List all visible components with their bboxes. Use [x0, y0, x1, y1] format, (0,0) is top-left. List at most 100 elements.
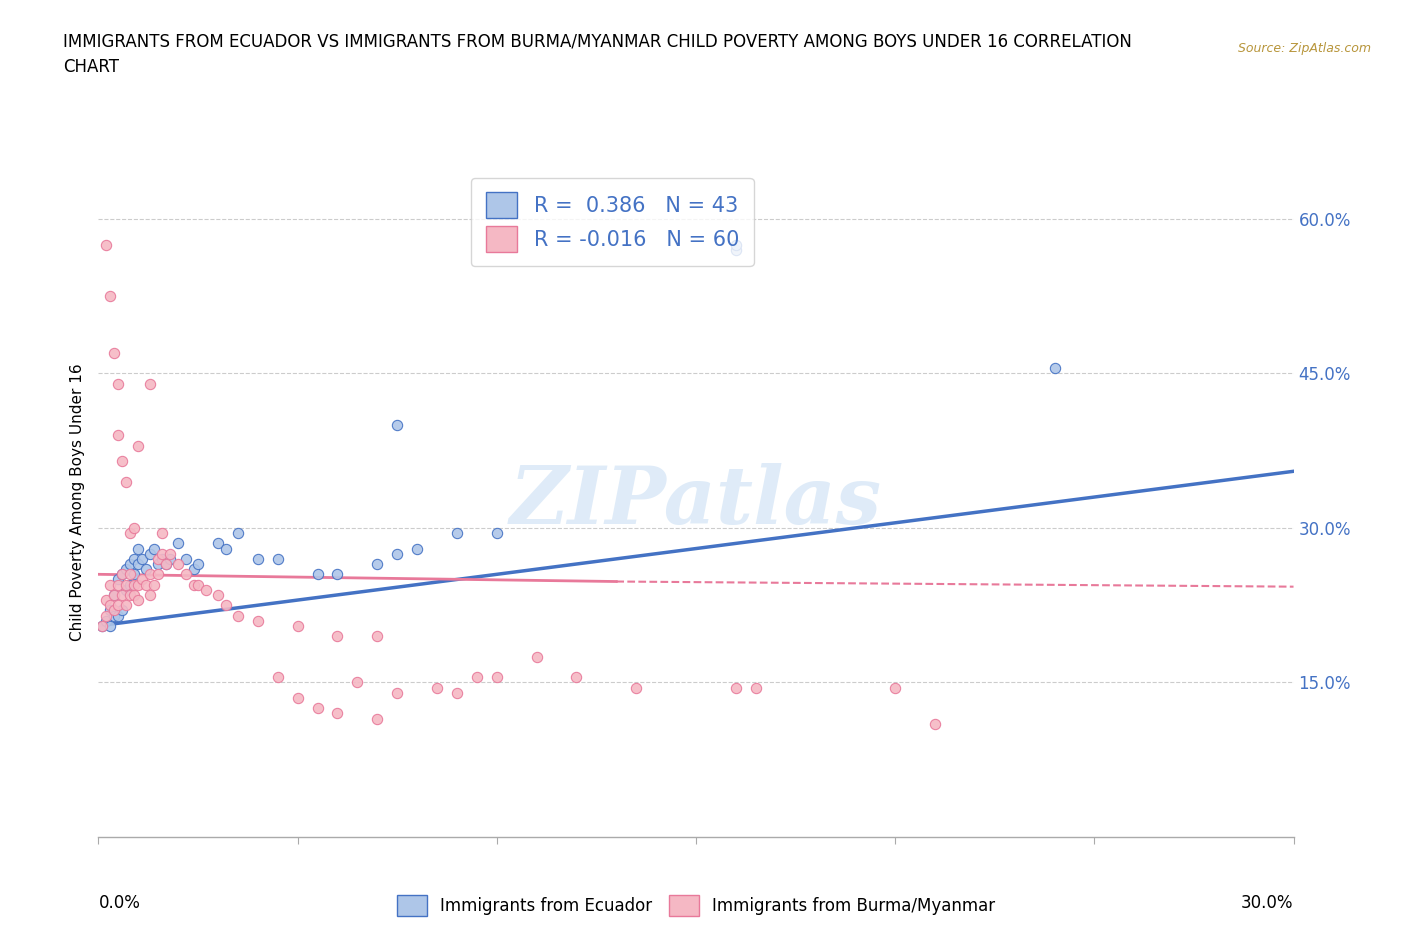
- Text: Source: ZipAtlas.com: Source: ZipAtlas.com: [1237, 42, 1371, 55]
- Point: [98, 603, 122, 618]
- Point: [155, 556, 177, 571]
- Point: [124, 588, 146, 603]
- Point: [215, 541, 238, 556]
- Point: [91, 618, 114, 633]
- Point: [124, 551, 146, 566]
- Point: [148, 556, 170, 571]
- Point: [1043, 361, 1066, 376]
- Point: [120, 578, 142, 592]
- Point: [187, 556, 209, 571]
- Point: [131, 551, 153, 566]
- Point: [143, 541, 166, 556]
- Point: [385, 685, 409, 700]
- Point: [183, 578, 205, 592]
- Point: [107, 608, 129, 623]
- Point: [183, 562, 205, 577]
- Point: [127, 438, 149, 453]
- Point: [884, 680, 907, 695]
- Point: [111, 603, 134, 618]
- Point: [139, 377, 162, 392]
- Point: [174, 551, 197, 566]
- Point: [98, 578, 122, 592]
- Point: [207, 588, 229, 603]
- Point: [159, 546, 181, 561]
- Point: [111, 454, 134, 469]
- Point: [465, 670, 488, 684]
- Point: [127, 592, 149, 607]
- Point: [159, 551, 181, 566]
- Point: [96, 237, 118, 252]
- Point: [148, 567, 170, 582]
- Point: [120, 525, 142, 540]
- Point: [924, 716, 946, 731]
- Text: 30.0%: 30.0%: [1241, 894, 1294, 911]
- Point: [115, 598, 138, 613]
- Point: [135, 578, 157, 592]
- Point: [267, 551, 290, 566]
- Point: [155, 556, 177, 571]
- Point: [111, 567, 134, 582]
- Point: [103, 603, 125, 618]
- Point: [326, 629, 349, 644]
- Y-axis label: Child Poverty Among Boys Under 16: Child Poverty Among Boys Under 16: [69, 364, 84, 641]
- Point: [745, 680, 768, 695]
- Point: [127, 556, 149, 571]
- Point: [115, 474, 138, 489]
- Point: [174, 567, 197, 582]
- Point: [326, 706, 349, 721]
- Point: [124, 567, 146, 582]
- Point: [111, 567, 134, 582]
- Point: [226, 608, 249, 623]
- Point: [207, 536, 229, 551]
- Point: [103, 608, 125, 623]
- Point: [127, 541, 149, 556]
- Point: [287, 618, 309, 633]
- Point: [148, 551, 170, 566]
- Point: [107, 377, 129, 392]
- Text: ZIPatlas: ZIPatlas: [510, 463, 882, 541]
- Point: [115, 578, 138, 592]
- Point: [120, 556, 142, 571]
- Point: [267, 670, 290, 684]
- Point: [485, 670, 508, 684]
- Point: [346, 675, 368, 690]
- Point: [139, 567, 162, 582]
- Point: [96, 608, 118, 623]
- Point: [167, 536, 190, 551]
- Point: [624, 680, 647, 695]
- Legend: Immigrants from Ecuador, Immigrants from Burma/Myanmar: Immigrants from Ecuador, Immigrants from…: [396, 896, 995, 916]
- Point: [724, 237, 747, 252]
- Point: [215, 598, 238, 613]
- Point: [194, 582, 218, 597]
- Point: [526, 649, 548, 664]
- Point: [91, 618, 114, 633]
- Point: [103, 345, 125, 360]
- Point: [485, 525, 508, 540]
- Point: [139, 546, 162, 561]
- Point: [135, 562, 157, 577]
- Point: [150, 546, 173, 561]
- Point: [98, 618, 122, 633]
- Point: [446, 685, 468, 700]
- Point: [446, 525, 468, 540]
- Point: [307, 567, 329, 582]
- Point: [120, 567, 142, 582]
- Point: [150, 525, 173, 540]
- Point: [724, 680, 747, 695]
- Point: [124, 521, 146, 536]
- Point: [307, 701, 329, 716]
- Point: [107, 578, 129, 592]
- Point: [98, 288, 122, 303]
- Point: [366, 711, 388, 726]
- Point: [96, 592, 118, 607]
- Point: [226, 525, 249, 540]
- Point: [139, 588, 162, 603]
- Point: [724, 243, 747, 258]
- Point: [150, 551, 173, 566]
- Point: [406, 541, 429, 556]
- Point: [107, 572, 129, 587]
- Point: [120, 588, 142, 603]
- Point: [107, 598, 129, 613]
- Text: IMMIGRANTS FROM ECUADOR VS IMMIGRANTS FROM BURMA/MYANMAR CHILD POVERTY AMONG BOY: IMMIGRANTS FROM ECUADOR VS IMMIGRANTS FR…: [63, 33, 1132, 50]
- Point: [103, 588, 125, 603]
